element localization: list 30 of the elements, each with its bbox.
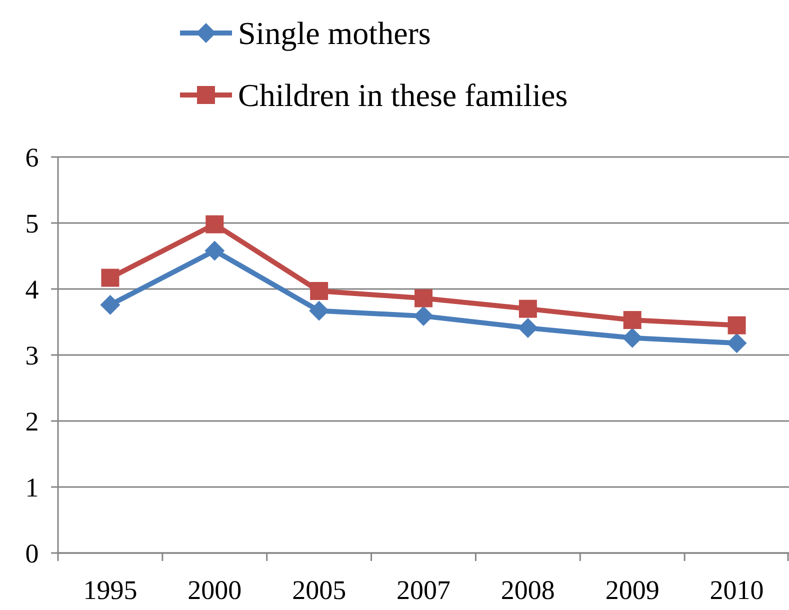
point xyxy=(204,240,225,261)
x-tick-label: 2010 xyxy=(710,575,764,605)
point xyxy=(414,289,432,308)
x-tick-label: 2007 xyxy=(396,575,450,605)
legend-label: Single mothers xyxy=(238,15,431,52)
y-tick-label: 3 xyxy=(25,340,39,370)
x-tick-label: 2000 xyxy=(188,575,242,605)
point xyxy=(310,282,328,300)
point xyxy=(414,306,434,326)
y-tick-label: 5 xyxy=(25,208,39,238)
legend-label: Children in these families xyxy=(238,77,568,114)
point xyxy=(100,294,120,315)
y-tick-label: 1 xyxy=(25,472,39,502)
x-tick-label: 2008 xyxy=(500,575,555,605)
x-tick-label: 2009 xyxy=(605,575,660,605)
point xyxy=(309,300,330,321)
y-tick-label: 4 xyxy=(25,274,40,304)
y-tick-label: 0 xyxy=(25,538,39,568)
point xyxy=(518,318,538,338)
point xyxy=(728,316,746,334)
y-tick-label: 2 xyxy=(25,406,39,436)
point xyxy=(623,311,642,330)
point xyxy=(518,300,537,318)
point xyxy=(622,328,642,348)
point xyxy=(726,333,747,354)
x-tick-label: 2005 xyxy=(292,575,346,605)
point xyxy=(101,268,120,287)
x-tick-label: 1995 xyxy=(83,575,138,605)
point xyxy=(206,215,224,234)
y-tick-label: 6 xyxy=(25,142,39,172)
